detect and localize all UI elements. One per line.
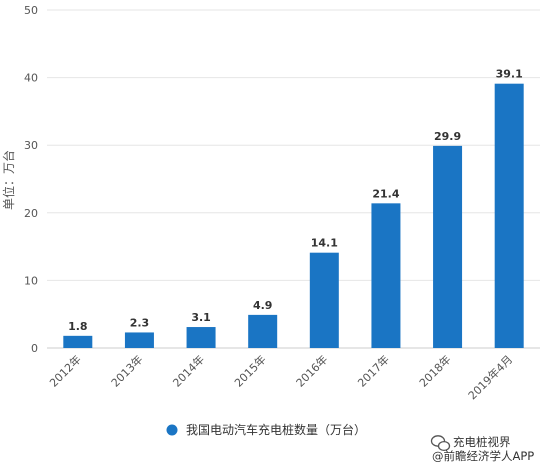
bar-value-label: 2.3 [130,316,150,329]
y-tick-label: 0 [31,342,38,355]
y-tick-label: 50 [24,4,38,17]
bars [63,83,524,349]
bar-value-label: 4.9 [253,299,273,312]
x-tick-label: 2019年4月 [465,352,515,402]
footer-line1: 充电桩视界 [453,435,511,449]
x-tick-label: 2013年 [108,352,145,389]
bar [494,83,524,349]
x-tick-label: 2016年 [293,352,330,389]
bar-value-label: 21.4 [372,187,399,200]
bar [433,145,463,348]
bar-value-label: 3.1 [191,311,211,324]
footer-line2: @前瞻经济学人APP [432,449,534,463]
y-axis-ticks: 0 10 20 30 40 50 [24,4,38,355]
legend-marker [166,424,178,436]
bar-value-label: 29.9 [434,130,461,143]
legend-label: 我国电动汽车充电桩数量（万台） [186,422,366,437]
bar-value-label: 39.1 [496,68,523,81]
x-tick-label: 2012年 [46,352,83,389]
y-tick-label: 30 [24,139,38,152]
bar [186,327,216,348]
y-tick-label: 20 [24,207,38,220]
y-tick-label: 40 [24,72,38,85]
grid [47,9,540,281]
footer-credit: 充电桩视界 @前瞻经济学人APP [430,435,534,463]
x-tick-label: 2018年 [416,352,453,389]
bar [371,203,401,348]
x-tick-label: 2014年 [170,352,207,389]
bar-value-label: 14.1 [311,237,338,250]
x-tick-label: 2015年 [231,352,268,389]
bar [248,314,278,348]
wechat-icon [430,435,451,452]
bar-value-label: 1.8 [68,320,88,333]
x-tick-label: 2017年 [355,352,392,389]
bar [124,332,154,348]
bar [309,252,339,348]
x-axis-ticks: 2012年 2013年 2014年 2015年 2016年 2017年 2018年 2019年… [46,352,515,402]
y-axis-title: 单位：万台 [1,150,16,210]
legend: 我国电动汽车充电桩数量（万台） [166,422,366,437]
bar [63,335,93,348]
y-tick-label: 10 [24,274,38,287]
data-labels: 1.8 2.3 3.1 4.9 14.1 21.4 29.9 39.1 [68,68,523,333]
